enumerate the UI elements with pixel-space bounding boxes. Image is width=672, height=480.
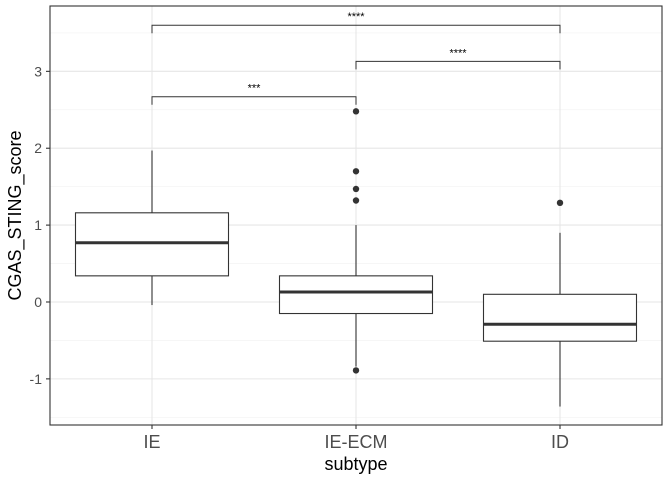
outlier-point	[352, 185, 360, 193]
y-axis-title: CGAS_STING_score	[5, 130, 26, 300]
x-axis-title: subtype	[324, 454, 387, 474]
significance-label: ****	[347, 11, 365, 23]
box-ie	[74, 150, 230, 306]
box-body	[482, 293, 638, 342]
y-tick-label: 3	[34, 63, 42, 79]
boxes	[74, 108, 638, 407]
y-tick-label: 0	[34, 294, 42, 310]
significance-bracket: ***	[151, 83, 357, 105]
bracket-line	[151, 96, 357, 105]
bracket-line	[151, 24, 561, 34]
axes: -1 0 1 2 3 IE IE-ECM ID	[30, 63, 569, 452]
y-tick-label: -1	[30, 371, 43, 387]
significance-label: ***	[248, 83, 262, 95]
box-id	[482, 199, 638, 407]
box-body	[74, 212, 230, 277]
outlier-point	[352, 168, 360, 175]
x-tick-label: IE-ECM	[325, 432, 388, 452]
outlier-point	[352, 108, 360, 115]
significance-brackets: ***********	[151, 11, 561, 105]
outlier-point	[352, 197, 360, 204]
bracket-line	[355, 60, 561, 70]
box-body	[278, 275, 434, 315]
outlier-point	[556, 199, 564, 207]
box-ie-ecm	[278, 108, 434, 374]
significance-label: ****	[449, 47, 467, 59]
x-tick-label: ID	[551, 432, 569, 452]
outlier-point	[352, 367, 360, 374]
significance-bracket: ****	[151, 11, 561, 34]
y-tick-label: 2	[34, 140, 42, 156]
y-tick-label: 1	[34, 217, 42, 233]
x-tick-label: IE	[143, 432, 160, 452]
significance-bracket: ****	[355, 47, 561, 70]
